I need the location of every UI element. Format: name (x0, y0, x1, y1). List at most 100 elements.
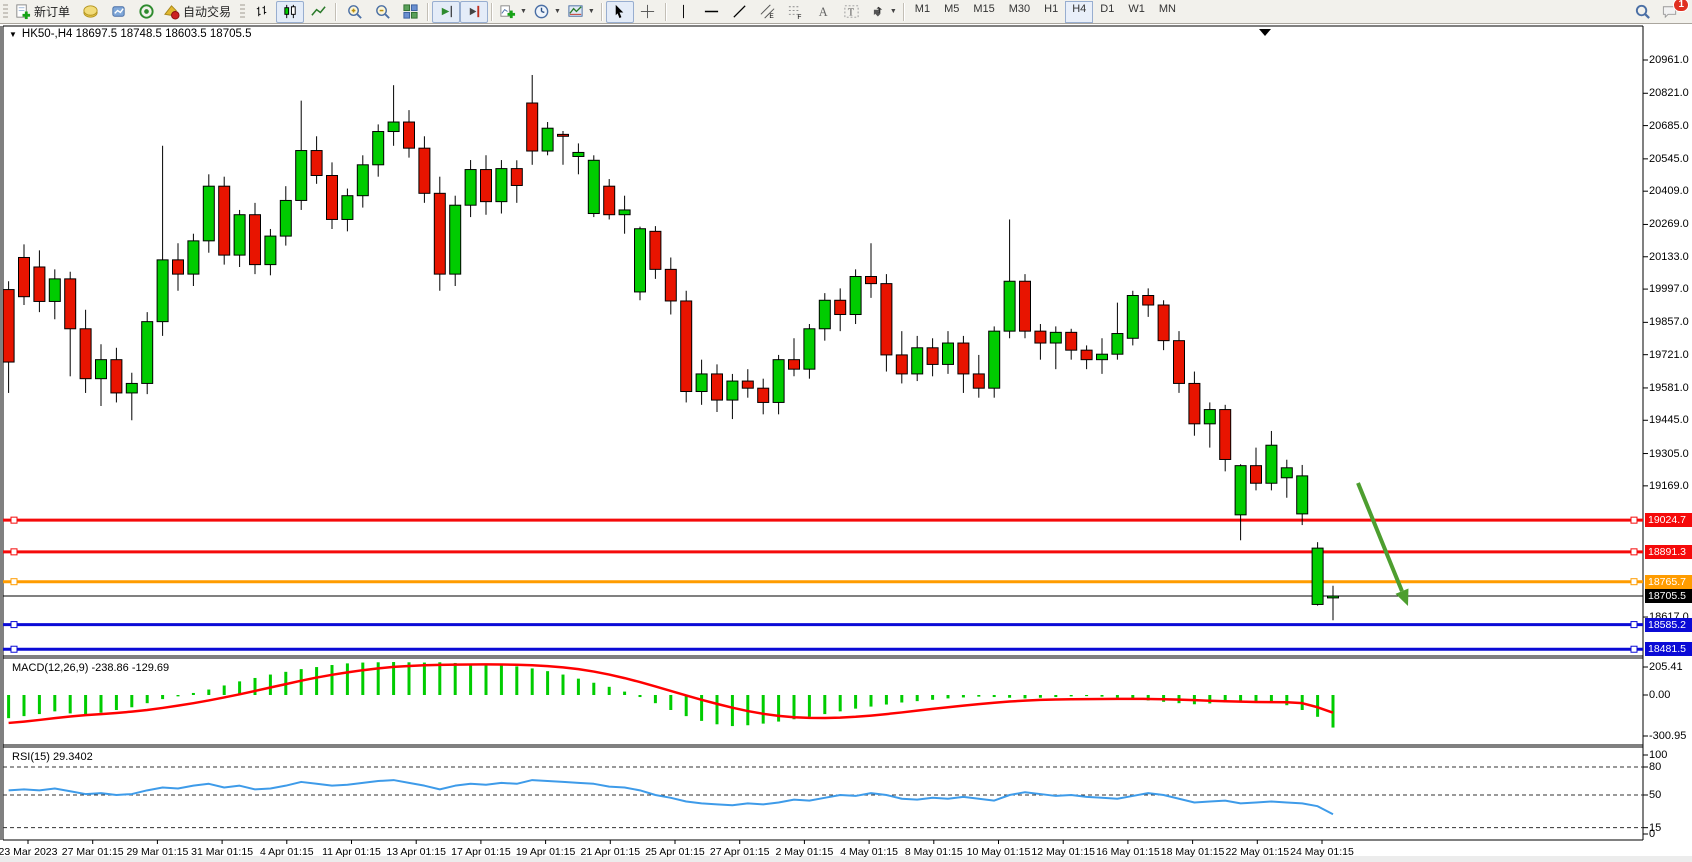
candle (1003, 280, 1016, 332)
svg-text:F: F (798, 14, 802, 20)
time-axis-label: 19 Apr 01:15 (515, 846, 576, 858)
candlestick-chart-button[interactable] (276, 0, 305, 23)
candle (1203, 409, 1216, 425)
search-button[interactable] (1628, 1, 1656, 23)
chart-shift-button[interactable] (460, 0, 489, 23)
toolbar-grip[interactable] (3, 3, 8, 20)
svg-text:A: A (819, 5, 828, 19)
upload-chart-button[interactable] (104, 1, 132, 23)
candle (818, 299, 831, 330)
candle (372, 131, 385, 166)
zoom-out-icon (374, 3, 391, 20)
timeframe-button-h4[interactable]: H4 (1065, 0, 1094, 23)
new-order-button[interactable]: 新订单 (11, 1, 76, 23)
auto-trading-icon (163, 3, 180, 20)
candle (680, 300, 693, 393)
timeframe-button-h1[interactable]: H1 (1044, 2, 1059, 15)
line-selection-handle[interactable] (10, 548, 18, 556)
line-selection-handle[interactable] (10, 516, 18, 524)
time-axis-label: 27 Mar 01:15 (61, 846, 124, 858)
market-watch-button[interactable] (76, 1, 104, 23)
chart-shift-marker[interactable] (1259, 29, 1271, 36)
candle (1049, 331, 1062, 344)
periods-button[interactable]: ▼ (530, 1, 564, 23)
timeframe-button-m15[interactable]: M15 (973, 2, 995, 15)
line-selection-handle[interactable] (1630, 548, 1638, 556)
chart-header-text: HK50-,H4 18697.5 18748.5 18603.5 18705.5 (21, 28, 252, 40)
search-icon (1634, 3, 1651, 20)
line-selection-handle[interactable] (10, 578, 18, 586)
candle (757, 387, 770, 403)
timeframe-button-mn[interactable]: MN (1158, 2, 1176, 15)
candle (741, 380, 754, 389)
one-click-trading-toggle-icon[interactable]: ▼ (9, 29, 17, 39)
line-selection-handle[interactable] (1630, 621, 1638, 629)
line-chart-button[interactable] (304, 1, 332, 23)
timeframe-button-m30[interactable]: M30 (1008, 2, 1031, 15)
timeframe-button-m5[interactable]: M5 (944, 2, 960, 15)
auto-scroll-button[interactable] (432, 0, 461, 23)
macd-axis-label: 205.41 (1649, 661, 1683, 673)
zoom-out-button[interactable] (368, 1, 396, 23)
bar-chart-button[interactable] (248, 1, 276, 23)
candle (1280, 467, 1293, 479)
candle (1157, 304, 1170, 342)
new-order-icon (14, 3, 31, 20)
ticks-button[interactable] (132, 1, 160, 23)
chart-window[interactable]: ▼ HK50-,H4 18697.5 18748.5 18603.5 18705… (0, 24, 1692, 862)
notification-count-badge: 1 (1673, 0, 1689, 12)
price-axis-label: 19997.0 (1649, 283, 1689, 296)
equidistant-channel-button[interactable]: E (754, 1, 782, 23)
equidistant-channel-icon: E (759, 3, 776, 20)
candle (264, 235, 277, 266)
toolbar-grip[interactable] (240, 3, 246, 20)
candle (803, 328, 816, 370)
fibonacci-button[interactable]: F (782, 1, 810, 23)
time-axis-label: 31 Mar 01:15 (191, 846, 254, 858)
cursor-button[interactable] (605, 0, 634, 23)
toolbar-separator (902, 2, 905, 21)
rsi-axis-label: 15 (1649, 821, 1662, 834)
line-selection-handle[interactable] (1630, 516, 1638, 524)
candle (649, 230, 662, 270)
price-axis-label: 20133.0 (1649, 250, 1689, 263)
price-axis-label: 20961.0 (1649, 54, 1689, 66)
horizontal-line-button[interactable] (698, 1, 726, 23)
candle (1296, 475, 1309, 515)
dropdown-arrow-icon: ▼ (520, 8, 527, 15)
time-axis-label: 8 May 01:15 (904, 846, 963, 858)
auto-trading-button[interactable]: 自动交易 (160, 1, 237, 23)
time-axis-label: 4 Apr 01:15 (259, 846, 314, 858)
text-button[interactable]: A (810, 1, 838, 23)
timeframe-button-d1[interactable]: D1 (1100, 2, 1115, 15)
line-selection-handle[interactable] (1630, 578, 1638, 586)
timeframe-button-w1[interactable]: W1 (1128, 2, 1145, 15)
price-line-label: 18585.2 (1645, 617, 1692, 632)
annotation-arrow-head[interactable] (1395, 588, 1409, 606)
candle (1065, 331, 1078, 351)
annotation-arrow[interactable] (1356, 482, 1404, 592)
trendline-button[interactable] (726, 1, 754, 23)
tile-windows-button[interactable] (396, 1, 424, 23)
line-selection-handle[interactable] (10, 621, 18, 629)
price-line-label: 19024.7 (1645, 513, 1692, 528)
price-line-label: 18891.3 (1645, 544, 1692, 559)
candle (18, 256, 30, 298)
line-selection-handle[interactable] (1630, 645, 1638, 653)
timeframe-button-m1[interactable]: M1 (914, 2, 931, 15)
arrow-objects-button[interactable]: ▼ (866, 1, 900, 23)
candle (1019, 280, 1031, 332)
time-axis-label: 17 Apr 01:15 (451, 846, 511, 858)
templates-button[interactable]: ▼ (564, 1, 598, 23)
text-label-button[interactable]: T (838, 1, 866, 23)
line-selection-handle[interactable] (10, 645, 18, 653)
notifications-button[interactable]: 1 (1656, 0, 1689, 23)
price-axis-label: 20821.0 (1649, 87, 1689, 100)
zoom-in-button[interactable] (340, 1, 368, 23)
vertical-line-button[interactable] (670, 1, 698, 23)
crosshair-button[interactable] (634, 1, 662, 23)
add-indicator-button[interactable]: ▼ (496, 1, 530, 23)
fibonacci-icon: F (787, 3, 804, 20)
price-line-label: 18481.5 (1645, 642, 1692, 657)
time-axis-label: 23 Mar 2023 (0, 846, 58, 858)
